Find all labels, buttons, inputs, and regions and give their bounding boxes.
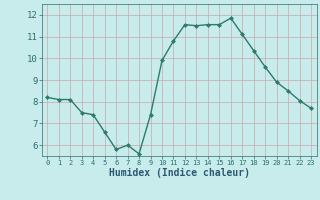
X-axis label: Humidex (Indice chaleur): Humidex (Indice chaleur)	[109, 168, 250, 178]
